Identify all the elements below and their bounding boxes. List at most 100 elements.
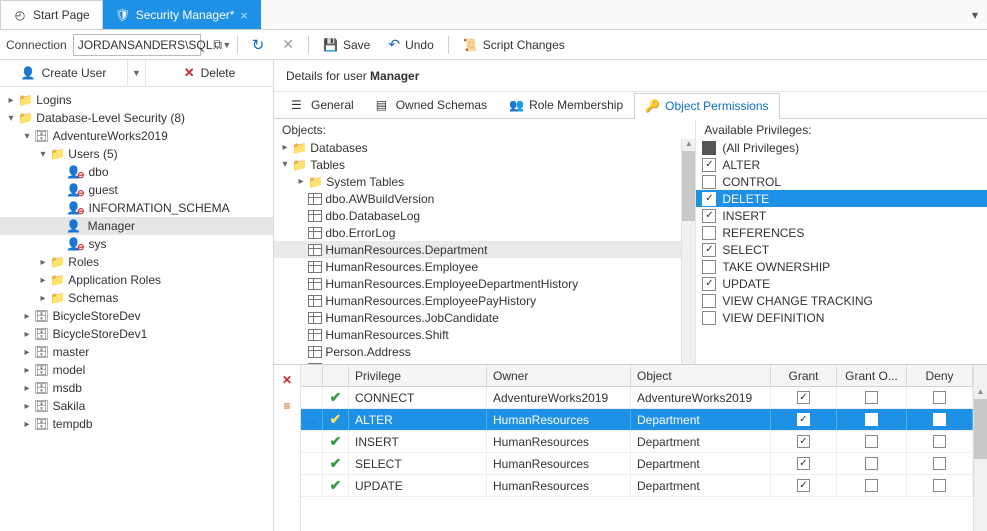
privilege-row[interactable]: ✓INSERT	[696, 207, 987, 224]
expander-icon[interactable]: ▸	[4, 95, 18, 106]
tree-user-manager[interactable]: 👤 Manager	[0, 217, 273, 235]
undo-button[interactable]: ↶ Undo	[382, 34, 439, 56]
cell-grant[interactable]: ✓	[771, 453, 837, 474]
obj-table-row[interactable]: dbo.AWBuildVersion	[274, 190, 681, 207]
checkbox[interactable]	[933, 413, 946, 426]
cell-grant-option[interactable]	[837, 475, 907, 496]
connection-combo[interactable]: JORDANSANDERS\SQL... ▼	[73, 34, 201, 56]
cell-grant-option[interactable]	[837, 431, 907, 452]
checkbox[interactable]	[865, 479, 878, 492]
privilege-row[interactable]: ✓SELECT	[696, 241, 987, 258]
tree-node-master[interactable]: ▸🗄 master	[0, 343, 273, 361]
checkbox[interactable]: ✓	[797, 479, 810, 492]
obj-table-row[interactable]: Person.AddressType	[274, 360, 681, 364]
expander-icon[interactable]: ▾	[20, 131, 34, 142]
expander-icon[interactable]: ▾	[4, 113, 18, 124]
cell-deny[interactable]	[907, 431, 973, 452]
tree-node-roles[interactable]: ▸📁 Roles	[0, 253, 273, 271]
scrollbar[interactable]: ▲	[681, 139, 695, 364]
cell-deny[interactable]	[907, 453, 973, 474]
expander-icon[interactable]: ▾	[278, 159, 292, 170]
checkbox[interactable]: ✓	[702, 277, 716, 291]
cell-grant-option[interactable]	[837, 387, 907, 408]
grid-header-grant[interactable]: Grant	[771, 365, 837, 386]
script-changes-button[interactable]: 📜 Script Changes	[457, 34, 571, 56]
tree-node-bsd1[interactable]: ▸🗄 BicycleStoreDev1	[0, 325, 273, 343]
expander-icon[interactable]: ▸	[20, 365, 34, 376]
obj-table-row[interactable]: HumanResources.Shift	[274, 326, 681, 343]
tree-user-dbo[interactable]: 👤⊖dbo	[0, 163, 273, 181]
checkbox[interactable]	[865, 391, 878, 404]
tab-overflow-button[interactable]: ▾	[963, 0, 987, 29]
close-icon[interactable]: ×	[240, 8, 248, 23]
checkbox[interactable]	[865, 457, 878, 470]
checkbox[interactable]	[865, 413, 878, 426]
objects-tree[interactable]: ▸📁 Databases ▾📁 Tables ▸📁 System Tables …	[274, 139, 681, 364]
expander-icon[interactable]: ▸	[20, 419, 34, 430]
grid-row[interactable]: ✔SELECTHumanResourcesDepartment✓	[301, 453, 973, 475]
grid-header-privilege[interactable]: Privilege	[349, 365, 487, 386]
checkbox[interactable]	[702, 294, 716, 308]
obj-node-databases[interactable]: ▸📁 Databases	[274, 139, 681, 156]
checkbox[interactable]: ✓	[702, 192, 716, 206]
grid-header-deny[interactable]: Deny	[907, 365, 973, 386]
subtab-owned-schemas[interactable]: ▤Owned Schemas	[365, 92, 498, 118]
privilege-row[interactable]: ✓ALTER	[696, 156, 987, 173]
expander-icon[interactable]: ▸	[20, 311, 34, 322]
expander-icon[interactable]: ▸	[294, 176, 308, 187]
expander-icon[interactable]: ▸	[20, 383, 34, 394]
subtab-role-membership[interactable]: 👥Role Membership	[498, 92, 634, 118]
tree-node-adventureworks[interactable]: ▾🗄 AdventureWorks2019	[0, 127, 273, 145]
checkbox[interactable]	[933, 479, 946, 492]
privilege-row[interactable]: TAKE OWNERSHIP	[696, 258, 987, 275]
tree-user-info-schema[interactable]: 👤⊖INFORMATION_SCHEMA	[0, 199, 273, 217]
checkbox[interactable]	[702, 260, 716, 274]
obj-node-tables[interactable]: ▾📁 Tables	[274, 156, 681, 173]
expander-icon[interactable]: ▸	[36, 293, 50, 304]
create-user-dropdown[interactable]: ▼	[127, 60, 145, 86]
save-button[interactable]: 💾 Save	[317, 34, 376, 56]
tree-user-sys[interactable]: 👤⊖sys	[0, 235, 273, 253]
checkbox[interactable]: ✓	[702, 243, 716, 257]
obj-table-row[interactable]: HumanResources.JobCandidate	[274, 309, 681, 326]
tree-node-logins[interactable]: ▸📁 Logins	[0, 91, 273, 109]
privilege-row[interactable]: CONTROL	[696, 173, 987, 190]
obj-table-row[interactable]: dbo.ErrorLog	[274, 224, 681, 241]
obj-table-row[interactable]: HumanResources.EmployeeDepartmentHistory	[274, 275, 681, 292]
obj-table-row[interactable]: Person.Address	[274, 343, 681, 360]
expander-icon[interactable]: ▸	[20, 329, 34, 340]
checkbox[interactable]	[702, 311, 716, 325]
cell-deny[interactable]	[907, 475, 973, 496]
subtab-object-permissions[interactable]: 🔑Object Permissions	[634, 93, 779, 119]
grid-header-grant-option[interactable]: Grant O...	[837, 365, 907, 386]
obj-table-row[interactable]: HumanResources.Department	[274, 241, 681, 258]
obj-table-row[interactable]: HumanResources.EmployeePayHistory	[274, 292, 681, 309]
privilege-row[interactable]: ✓DELETE	[696, 190, 987, 207]
checkbox[interactable]: ✓	[797, 391, 810, 404]
subtab-general[interactable]: ☰General	[280, 92, 365, 118]
scroll-thumb[interactable]	[974, 399, 987, 459]
tree-user-guest[interactable]: 👤⊖guest	[0, 181, 273, 199]
grid-row[interactable]: ✔CONNECTAdventureWorks2019AdventureWorks…	[301, 387, 973, 409]
cell-grant[interactable]: ✓	[771, 475, 837, 496]
grid-header-owner[interactable]: Owner	[487, 365, 631, 386]
cell-grant[interactable]: ✓	[771, 387, 837, 408]
tree-node-msdb[interactable]: ▸🗄 msdb	[0, 379, 273, 397]
cell-grant[interactable]: ✓	[771, 409, 837, 430]
expander-icon[interactable]: ▾	[36, 149, 50, 160]
tree-node-dblevel[interactable]: ▾📁 Database-Level Security (8)	[0, 109, 273, 127]
tab-security-manager[interactable]: 🛡 Security Manager* ×	[103, 0, 261, 29]
checkbox[interactable]: ✓	[702, 158, 716, 172]
grid-row[interactable]: ✔UPDATEHumanResourcesDepartment✓	[301, 475, 973, 497]
checkbox[interactable]	[702, 175, 716, 189]
cell-deny[interactable]	[907, 409, 973, 430]
checkbox[interactable]: ✓	[797, 435, 810, 448]
privilege-row[interactable]: ✓UPDATE	[696, 275, 987, 292]
checkbox[interactable]: ✓	[702, 209, 716, 223]
scroll-thumb[interactable]	[682, 151, 695, 221]
permissions-grid[interactable]: Privilege Owner Object Grant Grant O... …	[300, 365, 973, 531]
privilege-row[interactable]: VIEW DEFINITION	[696, 309, 987, 326]
tree-node-tempdb[interactable]: ▸🗄 tempdb	[0, 415, 273, 433]
cell-grant-option[interactable]	[837, 453, 907, 474]
delete-button[interactable]: ✕ Delete	[146, 60, 273, 86]
